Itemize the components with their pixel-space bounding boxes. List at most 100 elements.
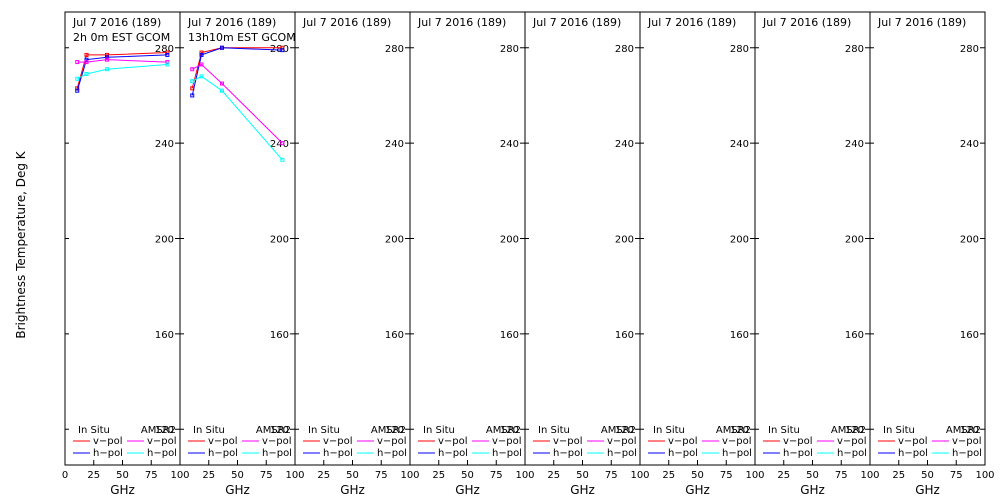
legend-in-situ-label: In Situ xyxy=(78,425,110,436)
x-tick-label: 50 xyxy=(806,470,819,481)
y-tick-label: 200 xyxy=(155,235,174,246)
y-tick-label: 240 xyxy=(615,139,634,150)
x-tick-label: 100 xyxy=(745,470,764,481)
y-tick-label: 160 xyxy=(270,330,289,341)
legend-in-situ-h-label: h−pol xyxy=(783,448,813,459)
series-point-in_situ_h xyxy=(165,52,170,57)
y-tick-label: 160 xyxy=(960,330,979,341)
y-tick-label: 120 xyxy=(730,425,749,436)
y-axis-label: Brightness Temperature, Deg K xyxy=(14,150,28,338)
panel-2: Jul 7 2016 (189) 13h10m EST GCOM 120 160 200… xyxy=(179,11,305,497)
panel-title-date: Jul 7 2016 (189) xyxy=(417,16,506,29)
y-tick-label: 240 xyxy=(845,139,864,150)
y-tick-label: 280 xyxy=(730,44,749,55)
panel-title-date: Jul 7 2016 (189) xyxy=(762,16,851,29)
legend-in-situ-label: In Situ xyxy=(308,425,340,436)
x-tick-label: 75 xyxy=(950,470,963,481)
legend-amsr2-v-label: v−pol xyxy=(492,436,522,447)
y-tick-label: 120 xyxy=(960,425,979,436)
y-tick-label: 200 xyxy=(500,235,519,246)
x-tick-label: 50 xyxy=(576,470,589,481)
legend-in-situ-h-label: h−pol xyxy=(208,448,238,459)
x-tick-label: 50 xyxy=(346,470,359,481)
panel-title-date: Jul 7 2016 (189) xyxy=(647,16,736,29)
legend-amsr2-label: AMSR2 xyxy=(141,425,176,436)
panel-title-date: Jul 7 2016 (189) xyxy=(72,16,161,29)
series-point-in_situ_v xyxy=(165,50,170,55)
y-tick-label: 240 xyxy=(730,139,749,150)
x-tick-label: 25 xyxy=(662,470,675,481)
x-tick-label: 25 xyxy=(892,470,905,481)
series-point-amsr2_v xyxy=(84,60,89,65)
panel-6: Jul 7 2016 (189) 120 160 200 240 280 25 50 75 100… xyxy=(639,11,765,497)
x-tick-label: 50 xyxy=(231,470,244,481)
y-tick-label: 240 xyxy=(385,139,404,150)
series-point-amsr2_h xyxy=(199,74,204,79)
legend-in-situ-h-label: h−pol xyxy=(553,448,583,459)
y-tick-label: 280 xyxy=(960,44,979,55)
legend-amsr2-h-label: h−pol xyxy=(262,448,292,459)
legend-in-situ-v-label: v−pol xyxy=(438,436,468,447)
legend-amsr2-label: AMSR2 xyxy=(601,425,636,436)
y-tick-label: 120 xyxy=(500,425,519,436)
x-tick-label: 25 xyxy=(87,470,100,481)
legend-amsr2-v-label: v−pol xyxy=(377,436,407,447)
legend-amsr2-h-label: h−pol xyxy=(607,448,637,459)
y-tick-label: 240 xyxy=(270,139,289,150)
series-point-amsr2_v xyxy=(280,141,285,146)
y-tick-label: 160 xyxy=(730,330,749,341)
legend-amsr2-h-label: h−pol xyxy=(377,448,407,459)
panel-3: Jul 7 2016 (189) 120 160 200 240 280 25 50 75 100… xyxy=(294,11,420,497)
series-point-amsr2_h xyxy=(219,88,224,93)
y-tick-label: 280 xyxy=(155,44,174,55)
panel-title-time: 13h10m EST GCOM xyxy=(188,31,296,44)
series-line-amsr2_v xyxy=(192,63,283,144)
legend-in-situ-v-label: v−pol xyxy=(208,436,238,447)
x-axis-label: GHz xyxy=(915,483,940,497)
legend-amsr2-v-label: v−pol xyxy=(147,436,177,447)
series-point-amsr2_h xyxy=(104,67,109,72)
legend-amsr2-v-label: v−pol xyxy=(722,436,752,447)
series-point-in_situ_h xyxy=(199,52,204,57)
x-tick-label: 50 xyxy=(461,470,474,481)
legend-in-situ-h-label: h−pol xyxy=(898,448,928,459)
legend-amsr2-label: AMSR2 xyxy=(486,425,521,436)
y-tick-label: 200 xyxy=(615,235,634,246)
panel-8: Jul 7 2016 (189) 120 160 200 240 280 25 50 75 100… xyxy=(869,11,995,497)
series-point-amsr2_v xyxy=(165,60,170,65)
series-line-amsr2_h xyxy=(77,63,168,80)
legend-in-situ-h-label: h−pol xyxy=(93,448,123,459)
x-tick-label: 100 xyxy=(860,470,879,481)
x-tick-label: 75 xyxy=(260,470,273,481)
x-tick-label: 25 xyxy=(777,470,790,481)
y-tick-label: 200 xyxy=(845,235,864,246)
y-tick-label: 280 xyxy=(845,44,864,55)
y-tick-label: 160 xyxy=(615,330,634,341)
x-tick-label: 75 xyxy=(375,470,388,481)
series-point-amsr2_v xyxy=(190,67,195,72)
legend-in-situ-v-label: v−pol xyxy=(668,436,698,447)
legend-in-situ-h-label: h−pol xyxy=(323,448,353,459)
x-tick-label: 50 xyxy=(691,470,704,481)
legend-amsr2-h-label: h−pol xyxy=(492,448,522,459)
y-tick-label: 120 xyxy=(155,425,174,436)
series-point-amsr2_h xyxy=(190,79,195,84)
series-point-amsr2_v xyxy=(75,60,80,65)
x-tick-label: 100 xyxy=(285,470,304,481)
legend-in-situ-v-label: v−pol xyxy=(93,436,123,447)
x-tick-label: 25 xyxy=(547,470,560,481)
series-point-in_situ_v xyxy=(280,45,285,50)
y-tick-label: 200 xyxy=(385,235,404,246)
series-point-amsr2_h xyxy=(84,71,89,76)
legend-amsr2-h-label: h−pol xyxy=(147,448,177,459)
y-tick-label: 120 xyxy=(270,425,289,436)
y-tick-label: 120 xyxy=(845,425,864,436)
y-tick-label: 240 xyxy=(155,139,174,150)
series-line-in_situ_h xyxy=(191,47,283,96)
legend-in-situ-h-label: h−pol xyxy=(438,448,468,459)
series-line-amsr2_v xyxy=(77,59,168,63)
series-point-in_situ_h xyxy=(190,93,195,98)
x-tick-label: 75 xyxy=(490,470,503,481)
series-point-in_situ_h xyxy=(75,88,80,93)
legend-in-situ-label: In Situ xyxy=(538,425,570,436)
